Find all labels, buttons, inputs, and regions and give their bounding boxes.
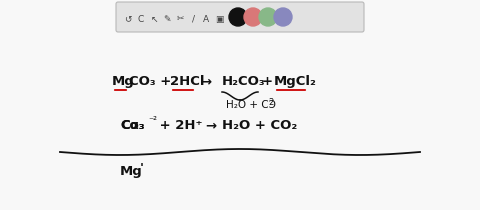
- Text: ': ': [140, 162, 144, 175]
- Circle shape: [229, 8, 247, 26]
- Circle shape: [244, 8, 262, 26]
- Text: Mg: Mg: [112, 75, 135, 88]
- Text: ✂: ✂: [176, 14, 184, 24]
- Text: +: +: [262, 75, 277, 88]
- Text: →: →: [205, 119, 216, 132]
- Text: 2HCl: 2HCl: [170, 75, 204, 88]
- Text: →: →: [200, 75, 211, 88]
- Text: Co₃: Co₃: [120, 119, 144, 132]
- Text: C: C: [138, 14, 144, 24]
- Text: A: A: [203, 14, 209, 24]
- Text: H₂O + CƆ: H₂O + CƆ: [226, 100, 276, 110]
- Text: H₂O + CO₂: H₂O + CO₂: [222, 119, 297, 132]
- Text: ↖: ↖: [150, 14, 158, 24]
- Text: CO₃ +: CO₃ +: [129, 75, 171, 88]
- Text: ⁻²: ⁻²: [148, 116, 157, 126]
- Circle shape: [274, 8, 292, 26]
- Text: ✎: ✎: [163, 14, 171, 24]
- Text: MgCl₂: MgCl₂: [274, 75, 317, 88]
- Text: Mg: Mg: [120, 165, 143, 178]
- Text: ↺: ↺: [124, 14, 132, 24]
- Text: Cα₃: Cα₃: [120, 119, 144, 132]
- Text: 2: 2: [268, 98, 273, 107]
- Text: + 2H⁺: + 2H⁺: [155, 119, 203, 132]
- Text: ▣: ▣: [215, 14, 223, 24]
- FancyBboxPatch shape: [116, 2, 364, 32]
- Text: /: /: [192, 14, 194, 24]
- Circle shape: [259, 8, 277, 26]
- Text: H₂CO₃: H₂CO₃: [222, 75, 265, 88]
